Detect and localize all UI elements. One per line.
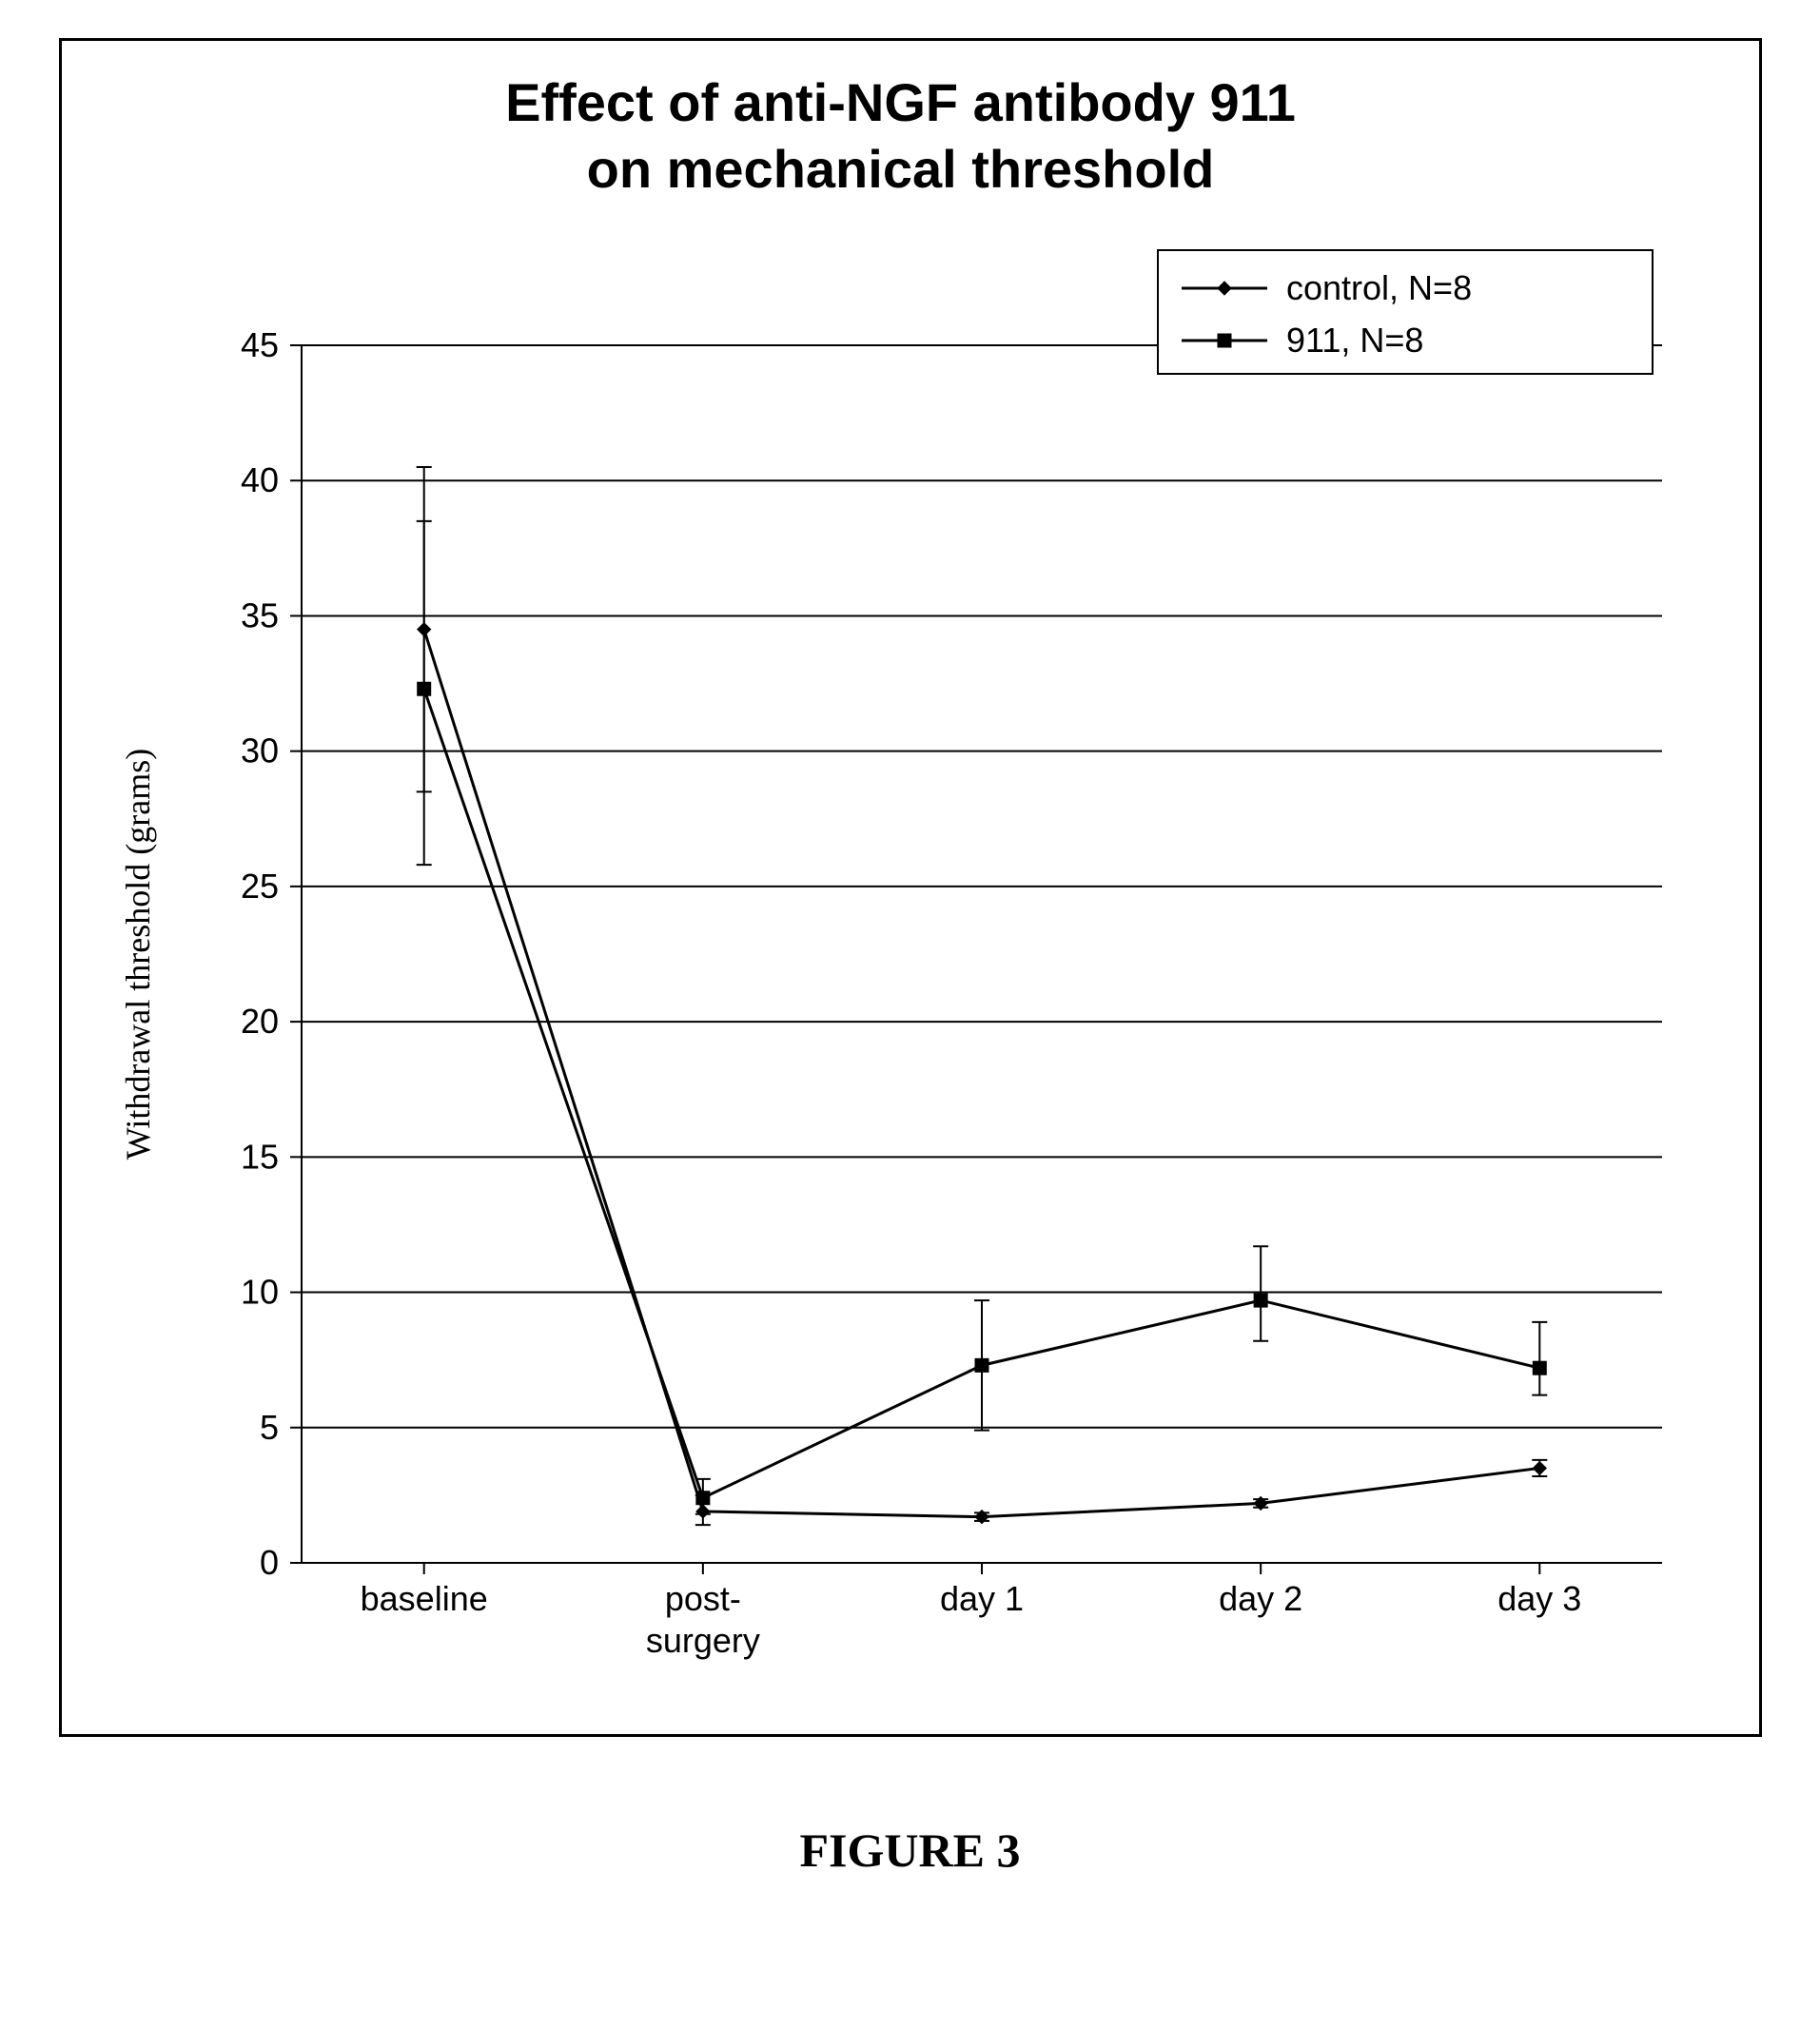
svg-text:day 1: day 1 <box>939 1579 1023 1618</box>
svg-text:0: 0 <box>259 1543 278 1582</box>
svg-text:day 2: day 2 <box>1219 1579 1302 1618</box>
outer-frame: Effect of anti-NGF antibody 911 on mecha… <box>59 38 1762 1737</box>
line-chart: 0 5 10 15 20 25 30 35 40 45 baseline post-surgery da… <box>83 222 1719 1706</box>
svg-text:5: 5 <box>259 1408 278 1447</box>
svg-text:10: 10 <box>240 1273 278 1312</box>
svg-text:25: 25 <box>240 867 278 906</box>
svg-text:911, N=8: 911, N=8 <box>1286 321 1423 360</box>
svg-text:Withdrawal threshold (grams): Withdrawal threshold (grams) <box>119 749 157 1160</box>
svg-text:15: 15 <box>240 1137 278 1176</box>
svg-text:20: 20 <box>240 1002 278 1041</box>
svg-text:35: 35 <box>240 595 278 634</box>
svg-text:day 3: day 3 <box>1497 1579 1581 1618</box>
figure-caption: FIGURE 3 <box>38 1823 1782 1878</box>
svg-text:40: 40 <box>240 460 278 499</box>
svg-text:control, N=8: control, N=8 <box>1286 268 1472 307</box>
chart-title: Effect of anti-NGF antibody 911 on mecha… <box>81 69 1721 203</box>
chart-title-line2: on mechanical threshold <box>587 139 1215 199</box>
svg-text:30: 30 <box>240 731 278 770</box>
svg-text:surgery: surgery <box>645 1621 759 1660</box>
chart-title-line1: Effect of anti-NGF antibody 911 <box>505 72 1296 132</box>
svg-text:post-: post- <box>664 1579 740 1618</box>
svg-text:45: 45 <box>240 325 278 364</box>
svg-text:baseline: baseline <box>360 1579 487 1618</box>
